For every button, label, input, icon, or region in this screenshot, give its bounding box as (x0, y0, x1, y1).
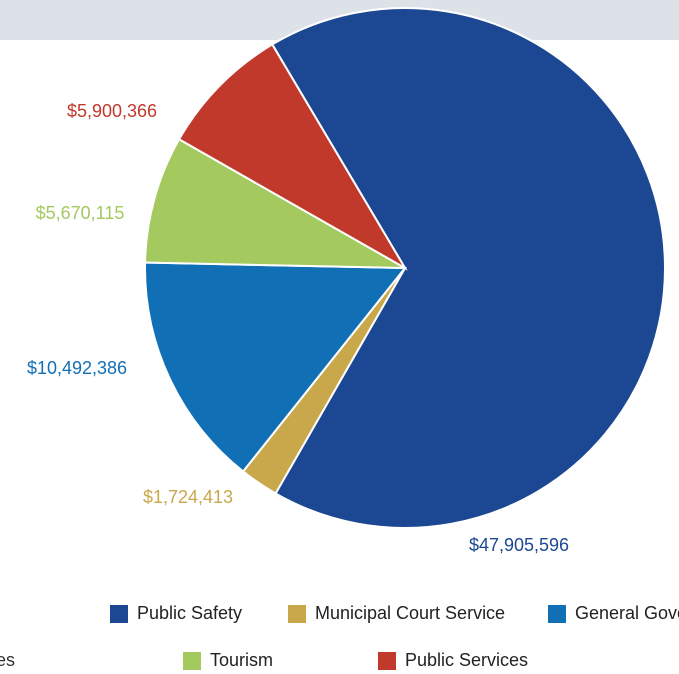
pie-slice (270, 7, 666, 529)
pie-slice (144, 137, 406, 269)
data-label: $10,492,386 (27, 358, 127, 378)
legend-label: Tourism (210, 650, 273, 670)
legend-swatch (110, 605, 128, 623)
data-label: $5,900,366 (67, 101, 157, 121)
legend-swatch (378, 652, 396, 670)
data-label: $47,905,596 (469, 535, 569, 555)
legend-label: General Government (575, 603, 679, 623)
legend-label: Public Safety (137, 603, 242, 623)
legend-fragment: es (0, 650, 15, 670)
data-label: $1,724,413 (143, 487, 233, 507)
legend-swatch (288, 605, 306, 623)
legend-label: Public Services (405, 650, 528, 670)
legend-swatch (548, 605, 566, 623)
data-label: $5,670,115 (36, 203, 125, 223)
legend-swatch (183, 652, 201, 670)
legend-label: Municipal Court Service (315, 603, 505, 623)
pie-slice (144, 261, 408, 473)
pie-slice (177, 43, 408, 271)
